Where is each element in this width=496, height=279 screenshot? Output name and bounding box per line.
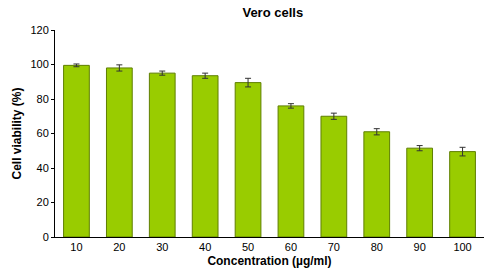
- svg-text:20: 20: [113, 241, 125, 253]
- svg-text:60: 60: [37, 127, 49, 139]
- svg-text:50: 50: [242, 241, 254, 253]
- svg-text:Cell viability (%): Cell viability (%): [10, 87, 24, 179]
- svg-text:120: 120: [30, 24, 48, 36]
- svg-text:40: 40: [37, 162, 49, 174]
- svg-text:80: 80: [37, 93, 49, 105]
- svg-text:70: 70: [328, 241, 340, 253]
- svg-text:100: 100: [453, 241, 471, 253]
- svg-text:100: 100: [30, 58, 48, 70]
- svg-text:90: 90: [414, 241, 426, 253]
- svg-text:40: 40: [199, 241, 211, 253]
- svg-text:60: 60: [285, 241, 297, 253]
- svg-text:Concentration (µg/ml): Concentration (µg/ml): [207, 254, 331, 268]
- svg-text:10: 10: [70, 241, 82, 253]
- svg-text:80: 80: [371, 241, 383, 253]
- svg-text:20: 20: [37, 196, 49, 208]
- svg-text:30: 30: [156, 241, 168, 253]
- svg-text:0: 0: [43, 231, 49, 243]
- svg-text:Vero cells: Vero cells: [242, 5, 303, 20]
